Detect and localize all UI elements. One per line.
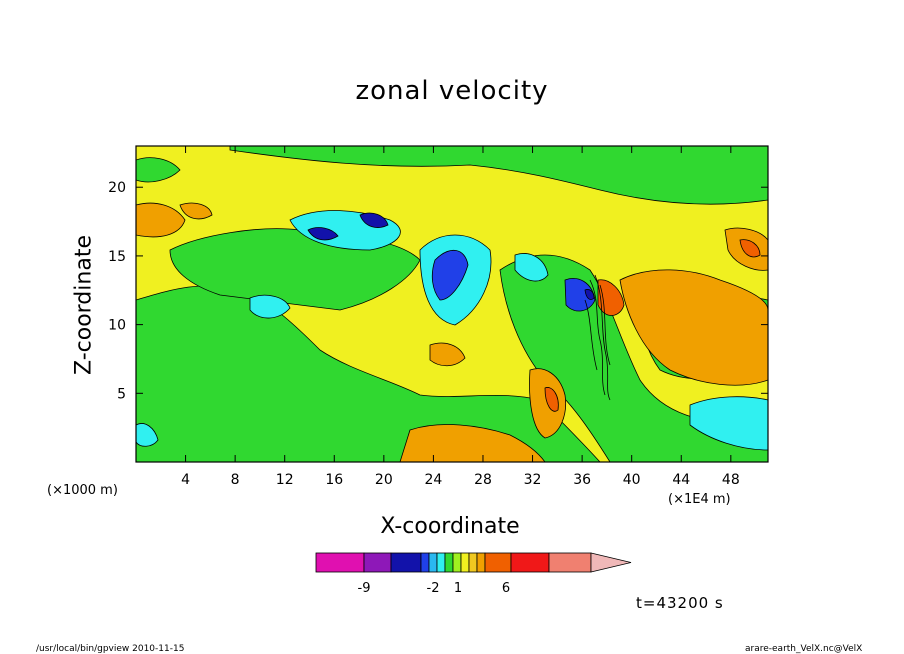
x-tick-label: 8: [231, 472, 240, 488]
colorbar-label: -2: [427, 581, 440, 596]
colorbar-swatch: [460, 552, 470, 573]
field-cyan-region: [136, 423, 159, 447]
colorbar-swatch: [436, 552, 446, 573]
x-axis-label: X-coordinate: [380, 514, 520, 539]
colorbar-label: 6: [502, 581, 510, 596]
field-orange-region: [429, 342, 466, 367]
y-axis: 5 10 15 20: [108, 180, 768, 402]
field-red-region: [739, 239, 761, 258]
y-tick-label: 15: [108, 249, 126, 265]
field-blue-region: [584, 289, 595, 300]
z-unit-label: (×1000 m): [47, 483, 118, 498]
colorbar-swatch: [510, 552, 550, 573]
x-tick-label: 20: [375, 472, 393, 488]
x-tick-label: 40: [623, 472, 641, 488]
x-tick-label: 32: [524, 472, 542, 488]
field-blue-region: [359, 212, 389, 228]
field-orange-region: [136, 202, 186, 238]
colorbar-label: 1: [454, 581, 462, 596]
footer-file-info: arare-earth_VelX.nc@VelX: [745, 644, 863, 654]
y-tick-label: 5: [117, 386, 126, 402]
x-tick-label: 12: [276, 472, 294, 488]
x-tick-label: 24: [424, 472, 442, 488]
y-axis-label: Z-coordinate: [71, 235, 97, 375]
field-green-region: [229, 146, 768, 205]
y-tick-label: 20: [108, 180, 126, 196]
x-tick-label: 16: [325, 472, 343, 488]
colorbar-swatch: [548, 552, 592, 573]
field-orange-region: [179, 202, 213, 220]
colorbar-swatch: [363, 552, 392, 573]
colorbar-swatch: [468, 552, 478, 573]
colorbar-swatch: [390, 552, 422, 573]
x-tick-label: 28: [474, 472, 492, 488]
field-red-region: [597, 279, 625, 316]
colorbar-swatch: [452, 552, 462, 573]
x-tick-label: 36: [573, 472, 591, 488]
plot-frame: [135, 145, 769, 463]
colorbar-swatch: [428, 552, 438, 573]
colorbar-swatch: [444, 552, 454, 573]
field-blue-region: [564, 278, 596, 312]
colorbar-swatch: [476, 552, 486, 573]
field-cyan-region: [514, 253, 549, 282]
colorbar: -9 -2 1 6: [315, 552, 632, 596]
colorbar-label: -9: [358, 581, 371, 596]
colorbar-swatch: [590, 552, 632, 573]
contour-field: [136, 146, 768, 462]
colorbar-swatch: [315, 552, 365, 573]
colorbar-swatch: [484, 552, 512, 573]
field-blue-region: [307, 227, 339, 241]
x-unit-label: (×1E4 m): [668, 492, 731, 507]
x-tick-label: 4: [181, 472, 190, 488]
chart-title: zonal velocity: [355, 76, 549, 106]
colorbar-swatch: [420, 552, 430, 573]
field-cyan-region: [249, 294, 291, 319]
field-red-region: [544, 387, 559, 412]
time-label: t=43200 s: [636, 594, 724, 612]
field-contour-cluster: [584, 274, 611, 401]
footer-program-info: /usr/local/bin/gpview 2010-11-15: [36, 644, 185, 654]
x-tick-label: 48: [722, 472, 740, 488]
y-tick-label: 10: [108, 318, 126, 334]
x-axis: 4 8 12 16 20 24 28 32 36 40 44 48: [181, 146, 740, 488]
field-blue-region: [431, 250, 469, 301]
x-tick-label: 44: [672, 472, 690, 488]
field-orange-region: [399, 424, 546, 462]
field-green-region: [136, 157, 181, 183]
